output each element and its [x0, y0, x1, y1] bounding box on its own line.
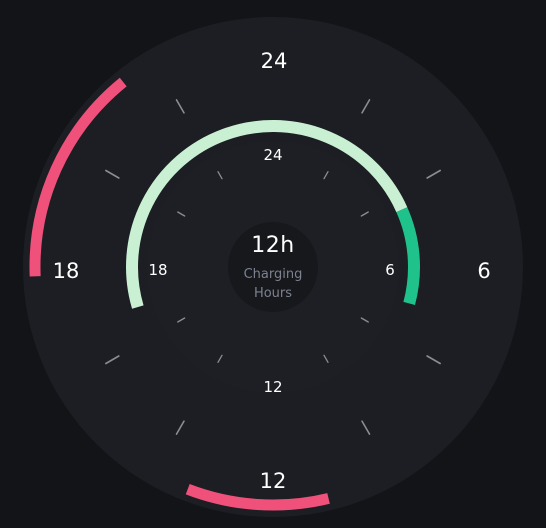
inner-tick	[177, 211, 186, 217]
outer-arc-left	[29, 77, 127, 277]
outer-tick	[426, 355, 441, 365]
inner-tick	[217, 354, 223, 363]
inner-label-12: 12	[263, 378, 282, 396]
charging-hours-value: 12h	[251, 233, 295, 258]
center-disc	[228, 222, 318, 312]
outer-label-24: 24	[261, 49, 288, 73]
inner-tick	[177, 317, 186, 323]
inner-tick	[323, 171, 329, 180]
outer-tick	[175, 99, 185, 114]
charging-hours-label-line2: Hours	[253, 286, 293, 301]
outer-tick	[426, 169, 441, 179]
inner-tick	[323, 354, 329, 363]
inner-label-18: 18	[148, 261, 167, 279]
inner-label-24: 24	[263, 146, 282, 164]
inner-label-6: 6	[385, 261, 395, 279]
outer-tick	[361, 99, 371, 114]
outer-label-6: 6	[477, 259, 490, 283]
inner-arc-light	[126, 120, 408, 309]
charging-hours-label-line1: Charging	[243, 267, 303, 282]
inner-tick	[217, 171, 223, 180]
inner-tick	[360, 317, 369, 323]
outer-tick	[105, 169, 120, 179]
outer-arc-bottom	[185, 484, 330, 511]
outer-tick	[175, 420, 185, 435]
inner-arc-green	[396, 207, 420, 306]
outer-tick	[105, 355, 120, 365]
inner-tick	[360, 211, 369, 217]
outer-tick	[361, 420, 371, 435]
outer-label-12: 12	[260, 469, 287, 493]
outer-label-18: 18	[53, 259, 80, 283]
